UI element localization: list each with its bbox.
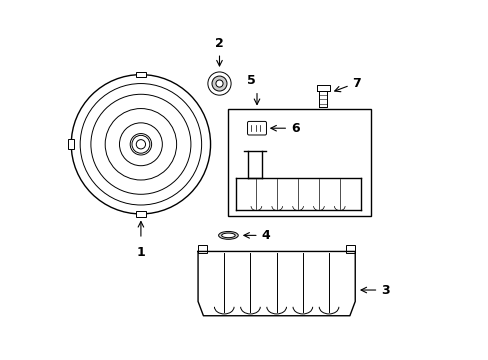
Ellipse shape <box>207 72 231 95</box>
Circle shape <box>136 140 145 149</box>
Circle shape <box>132 135 149 153</box>
Bar <box>68 139 74 149</box>
Ellipse shape <box>216 80 223 87</box>
Ellipse shape <box>212 76 226 91</box>
Bar <box>136 211 145 217</box>
Bar <box>198 246 206 253</box>
Text: 7: 7 <box>352 77 361 90</box>
Text: 5: 5 <box>247 74 256 87</box>
Text: 6: 6 <box>290 122 299 135</box>
Bar <box>346 246 354 253</box>
Text: 2: 2 <box>215 37 224 50</box>
Ellipse shape <box>221 233 235 238</box>
FancyBboxPatch shape <box>247 121 266 135</box>
Text: 3: 3 <box>380 284 389 297</box>
Text: 4: 4 <box>261 229 269 242</box>
Bar <box>228 109 370 216</box>
Bar <box>136 72 145 77</box>
Text: 1: 1 <box>136 246 145 259</box>
Ellipse shape <box>218 231 238 239</box>
